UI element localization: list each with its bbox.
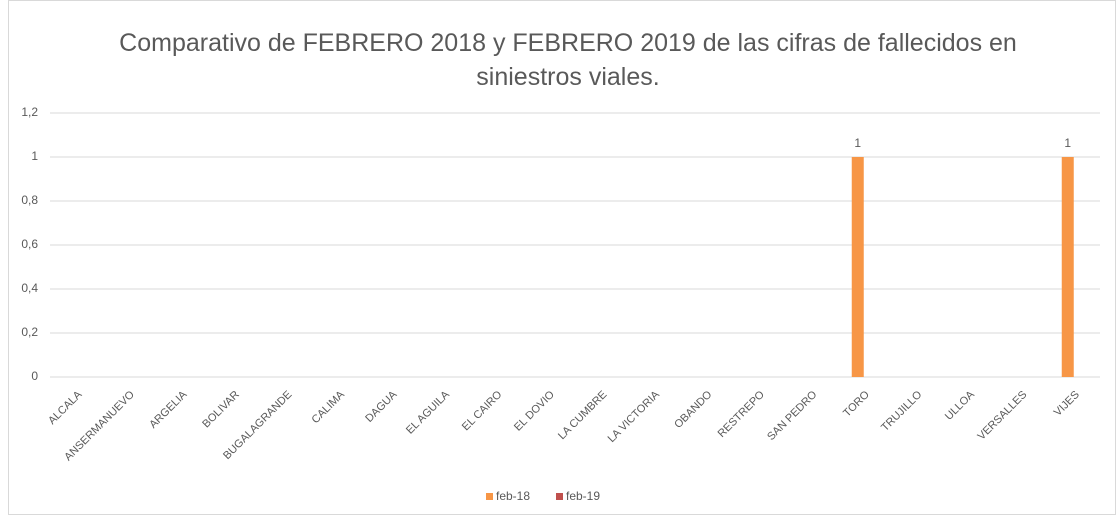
y-tick-label: 0,2 <box>21 325 38 339</box>
y-tick-label: 0 <box>31 369 38 383</box>
data-label: 1 <box>854 136 861 150</box>
x-tick-label: EL CAIRO <box>460 388 505 433</box>
chart-title: Comparativo de FEBRERO 2018 y FEBRERO 20… <box>119 29 1017 91</box>
x-tick-label: SAN PEDRO <box>765 388 820 443</box>
chart-border <box>8 0 1116 515</box>
x-tick-label: OBANDO <box>672 388 715 431</box>
x-tick-label: RESTREPO <box>716 388 768 440</box>
x-tick-label: VERSALLES <box>976 389 1030 443</box>
x-tick-label: CALIMA <box>309 388 347 426</box>
bar <box>1061 157 1074 377</box>
x-tick-label: TRUJILLO <box>879 388 925 434</box>
x-tick-label: DAGUA <box>363 388 400 425</box>
legend-swatch <box>556 493 563 500</box>
x-tick-label: EL AGUILA <box>404 388 452 436</box>
legend-swatch <box>486 493 493 500</box>
x-tick-label: ARGELIA <box>147 388 190 431</box>
x-tick-label: ULLOA <box>943 388 977 422</box>
y-tick-label: 0,8 <box>21 193 38 207</box>
x-tick-label: TORO <box>841 388 872 419</box>
y-tick-label: 0,4 <box>21 281 38 295</box>
x-tick-label: ALCALA <box>46 388 85 427</box>
x-tick-label: EL DOVIO <box>512 388 557 433</box>
y-tick-label: 0,6 <box>21 237 38 251</box>
x-tick-label: LA VICTORIA <box>606 388 663 445</box>
bar <box>851 157 864 377</box>
x-tick-label: VIJES <box>1052 389 1082 419</box>
x-tick-label: LA CUMBRE <box>556 389 609 442</box>
legend-label: feb-18 <box>496 489 530 503</box>
legend-label: feb-19 <box>566 489 600 503</box>
y-tick-label: 1,2 <box>21 105 38 119</box>
data-label: 1 <box>1064 136 1071 150</box>
y-tick-label: 1 <box>31 149 38 163</box>
x-tick-label: BOLIVAR <box>200 389 242 431</box>
